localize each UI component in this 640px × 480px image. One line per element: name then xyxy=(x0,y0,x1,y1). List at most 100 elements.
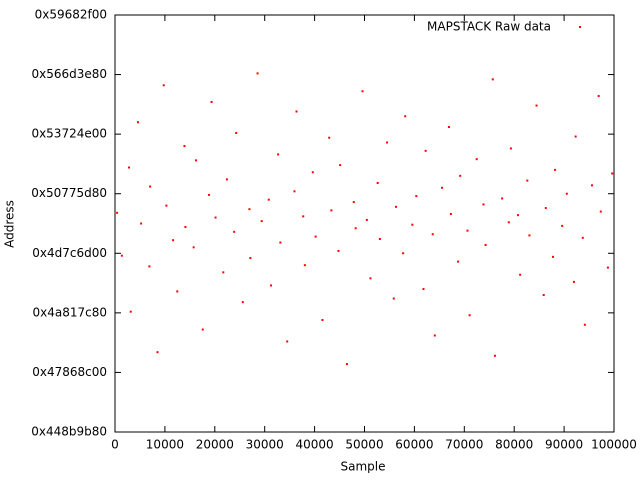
point xyxy=(491,78,494,81)
point xyxy=(201,328,204,331)
point xyxy=(222,271,225,274)
y-tick-label: 0x4a817c80 xyxy=(33,305,108,319)
x-tick-label: 10000 xyxy=(146,438,184,452)
point xyxy=(120,254,123,257)
point xyxy=(241,301,244,304)
point xyxy=(386,141,389,144)
point xyxy=(565,192,568,195)
point xyxy=(195,159,198,162)
point xyxy=(330,209,333,212)
x-tick-label: 50000 xyxy=(345,438,383,452)
point xyxy=(433,334,436,337)
point xyxy=(345,363,348,366)
point xyxy=(260,220,263,223)
y-tick-label: 0x53724e00 xyxy=(31,127,107,141)
point xyxy=(459,174,462,177)
point xyxy=(484,243,487,246)
point xyxy=(509,147,512,150)
y-tick-label: 0x4d7c6d00 xyxy=(32,246,107,260)
point xyxy=(235,131,238,134)
point xyxy=(156,351,159,354)
point xyxy=(516,214,519,217)
y-tick-label: 0x50775d80 xyxy=(31,186,107,200)
point xyxy=(339,164,342,167)
point xyxy=(449,212,452,215)
point xyxy=(378,237,381,240)
point xyxy=(352,201,355,204)
point xyxy=(328,136,331,139)
point xyxy=(392,297,395,300)
point xyxy=(176,290,179,293)
point xyxy=(424,149,427,152)
point xyxy=(590,184,593,187)
point xyxy=(411,223,414,226)
point xyxy=(184,226,187,229)
point xyxy=(526,179,529,182)
point xyxy=(225,178,228,181)
x-tick-label: 70000 xyxy=(445,438,483,452)
point xyxy=(148,265,151,268)
point xyxy=(354,227,357,230)
point xyxy=(535,104,538,107)
point xyxy=(267,198,270,201)
point xyxy=(248,208,251,211)
point xyxy=(162,84,165,87)
point xyxy=(149,185,152,188)
x-tick-label: 80000 xyxy=(495,438,533,452)
point xyxy=(361,90,364,93)
point xyxy=(542,293,545,296)
point xyxy=(207,193,210,196)
point xyxy=(210,100,213,103)
point xyxy=(606,266,609,269)
x-tick-label: 90000 xyxy=(545,438,583,452)
point xyxy=(302,215,305,218)
x-tick-label: 60000 xyxy=(395,438,433,452)
point xyxy=(457,260,460,263)
point xyxy=(129,310,132,313)
point xyxy=(136,121,139,124)
y-tick-label: 0x448b9b80 xyxy=(31,425,107,439)
point xyxy=(583,323,586,326)
point xyxy=(415,195,418,198)
x-tick-label: 0 xyxy=(111,438,119,452)
point xyxy=(249,257,252,260)
point xyxy=(501,197,504,200)
point xyxy=(192,246,195,249)
point xyxy=(321,319,324,322)
point xyxy=(140,222,143,225)
point xyxy=(172,239,175,242)
point xyxy=(183,145,186,148)
x-tick-label: 100000 xyxy=(591,438,637,452)
point xyxy=(551,255,554,258)
point xyxy=(314,235,317,238)
y-axis-label: Address xyxy=(3,200,17,248)
point xyxy=(422,288,425,291)
point xyxy=(544,207,547,210)
x-tick-label: 40000 xyxy=(296,438,334,452)
point xyxy=(303,264,306,267)
point xyxy=(295,110,298,113)
point xyxy=(431,233,434,236)
x-tick-label: 20000 xyxy=(196,438,234,452)
point xyxy=(468,314,471,317)
y-tick-label: 0x47868c00 xyxy=(32,365,107,379)
point xyxy=(574,135,577,138)
point xyxy=(597,95,600,98)
point xyxy=(116,211,119,214)
point xyxy=(447,125,450,128)
point xyxy=(365,218,368,221)
legend-marker xyxy=(579,26,581,28)
x-tick-label: 30000 xyxy=(246,438,284,452)
point xyxy=(394,205,397,208)
point xyxy=(482,203,485,206)
point xyxy=(214,216,217,219)
point xyxy=(581,236,584,239)
point xyxy=(507,221,510,224)
point xyxy=(572,280,575,283)
point xyxy=(599,210,602,213)
point xyxy=(293,190,296,193)
point xyxy=(561,224,564,227)
y-tick-label: 0x566d3e80 xyxy=(31,67,107,81)
point xyxy=(554,168,557,171)
